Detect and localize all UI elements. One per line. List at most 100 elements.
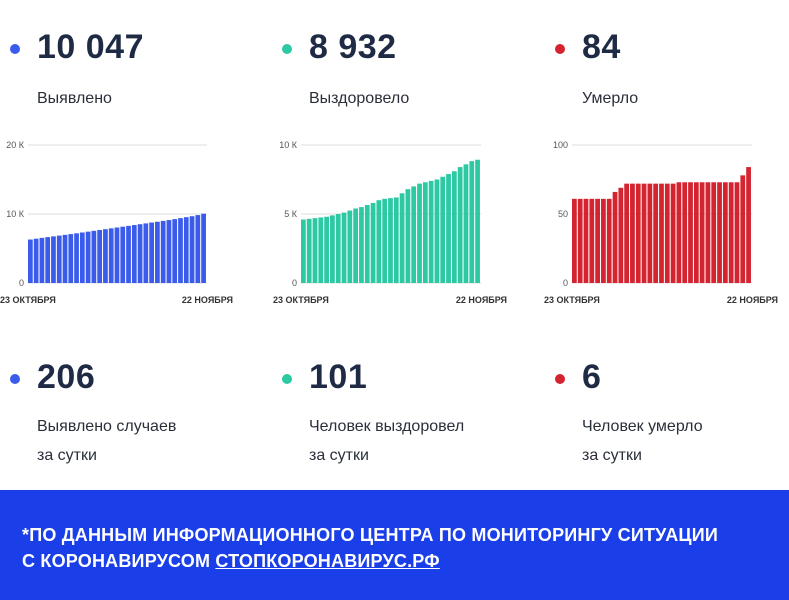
bar <box>359 207 364 283</box>
daily-recovered-label-line2: за сутки <box>309 447 369 464</box>
bar <box>376 200 382 283</box>
bar <box>335 214 341 283</box>
bar <box>682 182 688 283</box>
y-tick-label: 50 <box>558 209 568 219</box>
bar <box>589 198 595 283</box>
footer-line2-prefix: С КОРОНАВИРУСОМ <box>22 551 216 571</box>
bar <box>39 237 45 283</box>
blue-dot-icon <box>10 44 20 54</box>
bar <box>330 215 335 283</box>
bar <box>28 239 33 283</box>
bar <box>91 230 97 283</box>
daily-detected: 206 <box>10 358 96 397</box>
y-tick-label: 5 К <box>284 209 298 219</box>
x-end-label: 22 НОЯБРЯ <box>182 295 233 305</box>
stat-recovered-label: Выздоровело <box>309 90 410 107</box>
daily-recovered: 101 <box>282 358 367 397</box>
bar <box>341 212 347 283</box>
stat-detected-label: Выявлено <box>37 90 112 107</box>
daily-detected-label: Выявлено случаев за сутки <box>37 412 176 470</box>
bar <box>393 197 399 283</box>
bar <box>618 187 624 283</box>
y-tick-label: 0 <box>292 278 297 288</box>
bar <box>722 182 728 283</box>
daily-detected-label-line2: за сутки <box>37 447 97 464</box>
y-tick-label: 10 К <box>6 209 25 219</box>
y-tick-label: 100 <box>553 140 568 150</box>
bar <box>97 230 103 283</box>
bar <box>172 219 178 283</box>
daily-deaths-label-line1: Человек умерло <box>582 418 703 435</box>
bar <box>711 182 717 283</box>
bar <box>641 183 647 283</box>
daily-deaths: 6 <box>555 358 602 397</box>
daily-deaths-label-line2: за сутки <box>582 447 642 464</box>
stat-recovered-value: 8 932 <box>309 28 397 66</box>
bar <box>457 167 463 283</box>
bar <box>463 164 469 283</box>
footer-banner: *ПО ДАННЫМ ИНФОРМАЦИОННОГО ЦЕНТРА ПО МОН… <box>0 490 789 600</box>
bar <box>411 186 417 283</box>
bar <box>572 198 577 283</box>
bar <box>79 232 85 283</box>
bar <box>469 161 475 283</box>
bar <box>143 223 149 283</box>
bar <box>62 234 68 283</box>
bar <box>740 175 746 283</box>
bar <box>45 237 51 283</box>
y-tick-label: 0 <box>563 278 568 288</box>
bar <box>114 227 120 283</box>
red-dot-icon <box>555 44 565 54</box>
bar <box>583 198 589 283</box>
bar <box>306 218 312 283</box>
bar <box>178 218 183 283</box>
bar <box>388 198 393 283</box>
bar <box>699 182 705 283</box>
daily-deaths-label: Человек умерло за сутки <box>582 412 703 470</box>
stat-deaths-value: 84 <box>582 28 621 66</box>
bar <box>364 205 370 283</box>
bar <box>301 219 306 283</box>
bar <box>131 225 137 283</box>
bar <box>56 235 62 283</box>
bar <box>353 208 359 283</box>
bar <box>451 171 457 283</box>
bar <box>746 167 751 283</box>
x-start-label: 23 ОКТЯБРЯ <box>0 295 56 305</box>
footer-text: *ПО ДАННЫМ ИНФОРМАЦИОННОГО ЦЕНТРА ПО МОН… <box>22 522 718 574</box>
stat-detected-value: 10 047 <box>37 28 144 66</box>
bar <box>405 189 411 283</box>
stat-detected: 10 047 <box>10 28 144 67</box>
bar <box>382 198 388 283</box>
bar <box>85 231 91 283</box>
daily-deaths-value: 6 <box>582 358 602 396</box>
bar <box>149 222 154 283</box>
bar <box>635 183 641 283</box>
bar <box>428 180 434 283</box>
bar <box>201 213 206 283</box>
bar <box>653 183 659 283</box>
y-tick-label: 20 К <box>6 140 25 150</box>
bar <box>734 182 740 283</box>
bar <box>717 182 722 283</box>
y-tick-label: 0 <box>19 278 24 288</box>
daily-detected-label-line1: Выявлено случаев <box>37 418 177 435</box>
bar <box>189 216 195 283</box>
bar <box>434 179 440 283</box>
stat-deaths-label: Умерло <box>582 90 639 107</box>
bar <box>577 198 583 283</box>
bar <box>103 229 108 283</box>
x-end-label: 22 НОЯБРЯ <box>456 295 507 305</box>
bar <box>728 182 734 283</box>
stat-recovered: 8 932 <box>282 28 397 67</box>
daily-detected-value: 206 <box>37 358 96 396</box>
bar <box>51 236 56 283</box>
bar <box>688 182 693 283</box>
footer-site-link[interactable]: СТОПКОРОНАВИРУС.РФ <box>215 551 440 571</box>
bar <box>160 220 166 283</box>
daily-recovered-label-line1: Человек выздоровел <box>309 418 465 435</box>
bar <box>422 182 428 283</box>
bar <box>417 183 422 283</box>
bar <box>183 217 189 283</box>
bar <box>440 176 446 283</box>
